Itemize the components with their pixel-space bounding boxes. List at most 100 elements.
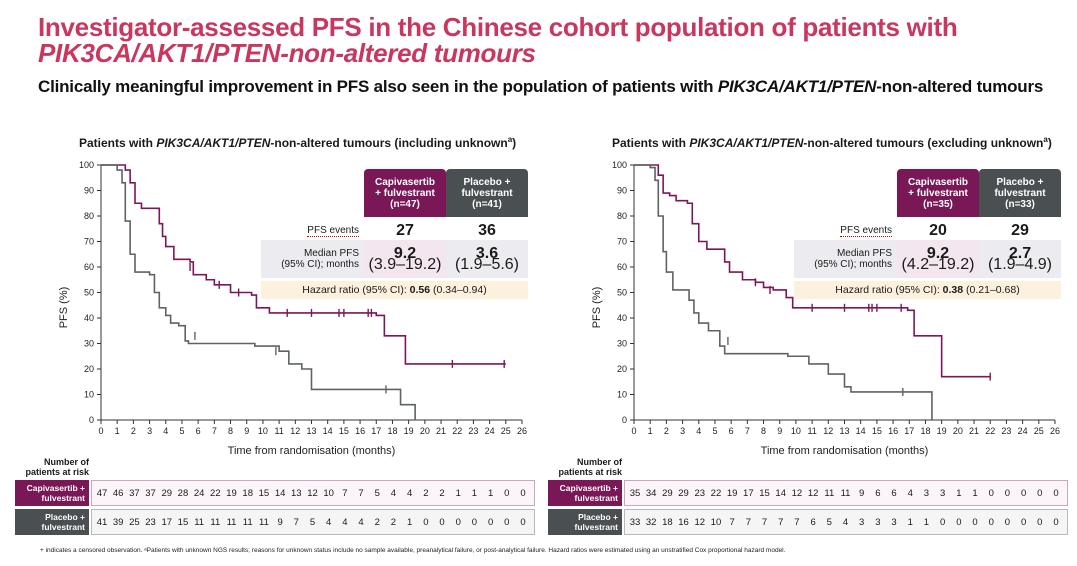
risk-plc-2: fulvestrant	[41, 522, 85, 532]
y-tick-label: 50	[617, 288, 627, 298]
plc-arm-label-2: fulvestrant	[994, 187, 1046, 199]
cap-n: (n=35)	[923, 198, 953, 210]
risk-count: 2	[390, 517, 397, 528]
x-axis-label: Time from randomisation (months)	[228, 445, 396, 457]
risk-plc-2: fulvestrant	[574, 522, 618, 532]
x-tick-label: 24	[1018, 426, 1028, 436]
x-tick-label: 20	[953, 426, 963, 436]
x-tick-label: 26	[517, 426, 527, 436]
cap-median: 9.2 (3.9–19.2)	[364, 245, 446, 273]
x-tick-label: 5	[712, 426, 717, 436]
subtitle-prefix: Clinically meaningful improvement in PFS…	[38, 77, 718, 96]
x-tick-label: 25	[501, 426, 511, 436]
risk-count: 4	[326, 517, 332, 528]
x-tick-label: 19	[404, 426, 414, 436]
risk-count: 12	[791, 488, 803, 499]
risk-count: 15	[258, 488, 270, 499]
risk-count: 0	[423, 517, 429, 528]
risk-count: 9	[859, 488, 865, 499]
x-tick-label: 18	[920, 426, 930, 436]
risk-count: 11	[258, 517, 269, 528]
risk-count: 0	[1037, 517, 1043, 528]
capivasertib-curve	[101, 164, 506, 365]
hr-value: 0.38	[942, 284, 964, 296]
risk-count: 18	[662, 517, 673, 528]
subtitle-italic: PIK3CA/AKT1/PTEN	[717, 77, 877, 96]
y-tick-label: 0	[89, 415, 94, 425]
risk-count: 3	[939, 488, 946, 499]
x-tick-label: 7	[212, 426, 217, 436]
median-label-2: (95% CI); months	[814, 259, 892, 270]
x-tick-label: 20	[420, 426, 430, 436]
panel-title-italic: PIK3CA/AKT1/PTEN	[156, 136, 271, 150]
risk-count: 0	[1053, 517, 1059, 528]
x-tick-label: 8	[761, 426, 766, 436]
risk-count: 0	[439, 517, 445, 528]
x-tick-label: 8	[228, 426, 233, 436]
cap-median-value: 9.2	[393, 245, 417, 262]
panel-title-post: -non-altered tumours (including unknown	[270, 136, 508, 150]
plc-arm-label-2: fulvestrant	[461, 187, 513, 199]
plc-n: (n=33)	[1005, 198, 1035, 210]
cap-median: 9.2 (4.2–19.2)	[897, 246, 979, 273]
median-label: Median PFS (95% CI); months	[788, 248, 892, 270]
risk-count: 1	[923, 517, 930, 528]
risk-count: 0	[471, 517, 478, 528]
x-tick-label: 23	[468, 426, 478, 436]
risk-count: 7	[358, 488, 364, 499]
hr-ci: (0.21–0.68)	[963, 284, 1020, 296]
plc-arm-label-1: Placebo +	[996, 176, 1044, 188]
risk-count: 3	[891, 517, 897, 528]
risk-count: 4	[390, 488, 397, 499]
risk-count: 35	[629, 488, 641, 499]
x-tick-label: 10	[258, 426, 268, 436]
y-tick-label: 40	[617, 313, 627, 323]
risk-table-including-unknown: Number of patients at risk Capivasertib …	[15, 457, 535, 547]
x-tick-label: 14	[856, 426, 866, 436]
x-tick-label: 10	[791, 426, 801, 436]
x-tick-label: 18	[387, 426, 397, 436]
x-tick-label: 2	[664, 426, 669, 436]
risk-count: 14	[775, 488, 786, 499]
risk-plc-1: Placebo +	[578, 512, 618, 522]
plc-median-value: 3.6	[475, 245, 499, 262]
risk-count: 4	[342, 517, 348, 528]
plc-median-value: 2.7	[1008, 245, 1032, 262]
cap-events: 27	[396, 222, 414, 239]
x-tick-label: 15	[872, 426, 882, 436]
risk-label-capivasertib: Capivasertib + fulvestrant	[15, 480, 89, 506]
risk-count: 3	[923, 488, 930, 499]
panel-title-pre: Patients with	[612, 136, 690, 150]
risk-count: 1	[406, 517, 413, 528]
y-tick-label: 90	[84, 186, 94, 196]
plc-median-ci: (1.9–4.9)	[987, 256, 1053, 273]
risk-count: 23	[145, 517, 156, 528]
footnote: + indicates a censored observation. ᵃPat…	[40, 547, 786, 554]
risk-count: 3	[859, 517, 865, 528]
risk-count: 15	[759, 488, 770, 499]
x-tick-label: 19	[937, 426, 947, 436]
x-tick-label: 0	[631, 426, 636, 436]
panel-title-italic: PIK3CA/AKT1/PTEN	[689, 136, 804, 150]
km-panel-excluding-unknown: Patients with PIK3CA/AKT1/PTEN-non-alter…	[548, 128, 1077, 523]
y-tick-label: 10	[84, 390, 94, 400]
risk-count: 24	[193, 488, 205, 499]
risk-cap-1: Capivasertib +	[26, 483, 85, 493]
title-line-2: PIK3CA/AKT1/PTEN-non-altered tumours	[38, 38, 536, 68]
risk-count: 41	[96, 517, 108, 528]
risk-count: 1	[972, 488, 978, 499]
risk-count: 0	[1037, 488, 1043, 499]
risk-count: 7	[729, 517, 735, 528]
page-title: Investigator-assessed PFS in the Chinese…	[38, 14, 958, 68]
median-cap-band	[364, 240, 446, 278]
risk-label-capivasertib: Capivasertib + fulvestrant	[548, 480, 622, 506]
x-tick-label: 2	[131, 426, 136, 436]
km-panel-including-unknown: Patients with PIK3CA/AKT1/PTEN-non-alter…	[15, 128, 545, 523]
capivasertib-header: Capivasertib + fulvestrant (n=35)	[897, 169, 979, 217]
y-tick-label: 30	[617, 339, 627, 349]
risk-count: 46	[112, 488, 124, 499]
risk-count: 10	[710, 517, 722, 528]
risk-count: 0	[939, 517, 946, 528]
risk-count: 17	[161, 517, 173, 528]
risk-count: 5	[826, 517, 832, 528]
